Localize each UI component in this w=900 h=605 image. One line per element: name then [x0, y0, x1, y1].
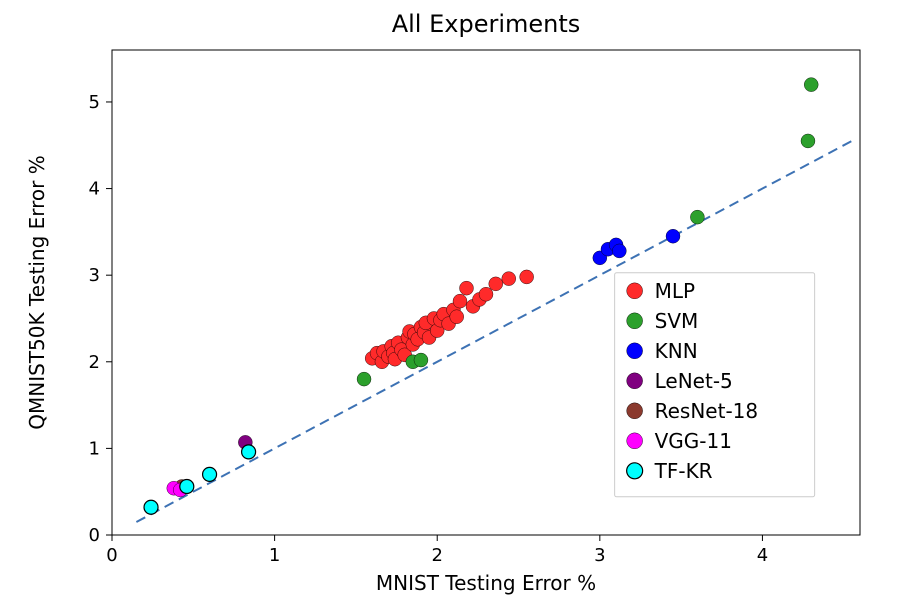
- data-point: [180, 480, 194, 494]
- legend-label: TF-KR: [654, 459, 713, 483]
- chart-title: All Experiments: [392, 10, 581, 38]
- x-axis-label: MNIST Testing Error %: [376, 571, 596, 595]
- x-tick-label: 0: [106, 545, 117, 566]
- legend-marker: [627, 373, 643, 389]
- y-tick-label: 4: [89, 179, 100, 200]
- legend-label: MLP: [655, 279, 695, 303]
- legend-marker: [627, 283, 643, 299]
- legend-label: KNN: [655, 339, 698, 363]
- x-tick-label: 2: [431, 545, 442, 566]
- data-point: [612, 244, 626, 258]
- data-point: [357, 372, 371, 386]
- y-tick-label: 5: [89, 92, 100, 113]
- legend-marker: [627, 433, 643, 449]
- data-point: [414, 353, 428, 367]
- legend-marker: [627, 463, 643, 479]
- data-point: [479, 287, 493, 301]
- y-axis-label: QMNIST50K Testing Error %: [25, 155, 49, 429]
- data-point: [203, 467, 217, 481]
- legend-label: SVM: [655, 309, 699, 333]
- data-point: [502, 272, 516, 286]
- x-tick-label: 4: [757, 545, 768, 566]
- legend-label: VGG-11: [655, 429, 732, 453]
- data-point: [459, 281, 473, 295]
- x-tick-label: 3: [594, 545, 605, 566]
- legend-marker: [627, 343, 643, 359]
- data-point: [489, 277, 503, 291]
- data-point: [690, 210, 704, 224]
- y-tick-label: 3: [89, 265, 100, 286]
- legend-label: ResNet-18: [655, 399, 759, 423]
- y-tick-label: 1: [89, 438, 100, 459]
- data-point: [520, 270, 534, 284]
- data-point: [242, 445, 256, 459]
- data-point: [144, 500, 158, 514]
- data-point: [450, 310, 464, 324]
- y-tick-label: 0: [89, 525, 100, 546]
- data-point: [801, 134, 815, 148]
- data-point: [453, 294, 467, 308]
- legend-marker: [627, 313, 643, 329]
- chart-container: 0 1 2 3 4 0 1 2 3 4 5 All Experiments MNIST Testing …: [0, 0, 900, 605]
- legend-label: LeNet-5: [655, 369, 733, 393]
- x-tick-label: 1: [269, 545, 280, 566]
- data-point: [666, 229, 680, 243]
- scatter-chart: 0 1 2 3 4 0 1 2 3 4 5 All Experiments MNIST Testing …: [0, 0, 900, 605]
- legend-marker: [627, 403, 643, 419]
- data-point: [804, 78, 818, 92]
- y-tick-label: 2: [89, 352, 100, 373]
